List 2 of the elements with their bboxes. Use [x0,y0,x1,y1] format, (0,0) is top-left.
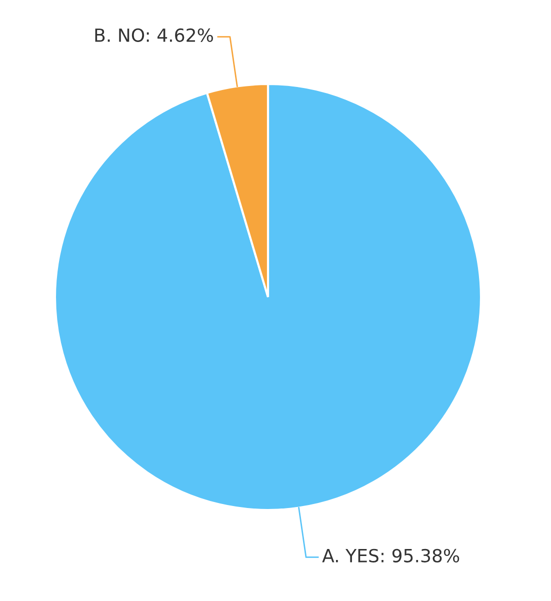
slice-label: A. YES: 95.38% [322,548,460,562]
slice-label: B. NO: 4.62% [95,28,213,42]
